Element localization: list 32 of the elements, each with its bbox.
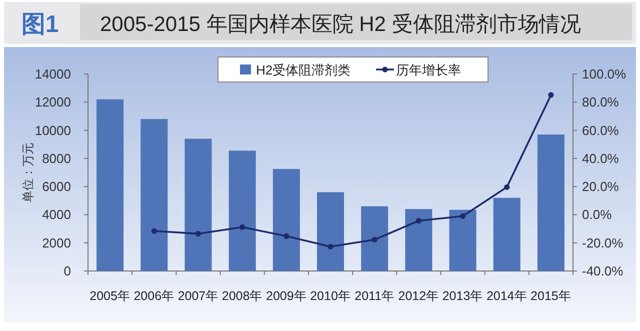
y2-tick-label: -20.0%: [582, 235, 624, 250]
x-tick-label: 2012年: [398, 289, 440, 303]
legend-label: 历年增长率: [396, 62, 461, 78]
x-tick-label: 2011年: [354, 289, 395, 303]
x-tick-label: 2007年: [178, 289, 219, 303]
y2-tick-label: 0.0%: [582, 207, 612, 222]
y2-tick-label: 100.0%: [582, 66, 627, 82]
x-tick-label: 2006年: [134, 289, 175, 303]
y2-tick-label: -40.0%: [582, 264, 624, 278]
x-tick-label: 2008年: [222, 289, 263, 303]
y2-tick-label: 40.0%: [582, 150, 620, 166]
y-tick-label: 0: [64, 264, 71, 278]
y-tick-label: 12000: [34, 94, 71, 110]
y-axis-title: 单位：万元: [21, 142, 35, 202]
x-tick-label: 2010年: [310, 289, 351, 303]
y-tick-label: 14000: [34, 66, 71, 82]
x-tick-label: 2009年: [266, 289, 307, 303]
y-tick-label: 10000: [34, 122, 71, 138]
y-tick-label: 4000: [42, 207, 71, 222]
y2-tick-label: 60.0%: [582, 122, 620, 138]
legend-label: H2受体阻滞剂类: [256, 62, 351, 78]
y-tick-label: 2000: [42, 235, 71, 250]
chart-title: 2005-2015 年国内样本医院 H2 受体阻滞剂市场情况: [100, 13, 581, 36]
x-tick-label: 2013年: [442, 289, 484, 303]
x-tick-label: 2005年: [90, 289, 130, 303]
x-tick-label: 2015年: [530, 289, 572, 303]
y-tick-label: 8000: [42, 150, 71, 166]
y2-tick-label: 20.0%: [582, 179, 620, 194]
annotation: 图1: [21, 11, 59, 38]
x-tick-label: 2014年: [486, 289, 528, 303]
y2-tick-label: 80.0%: [582, 94, 620, 110]
y-tick-label: 6000: [42, 179, 71, 194]
